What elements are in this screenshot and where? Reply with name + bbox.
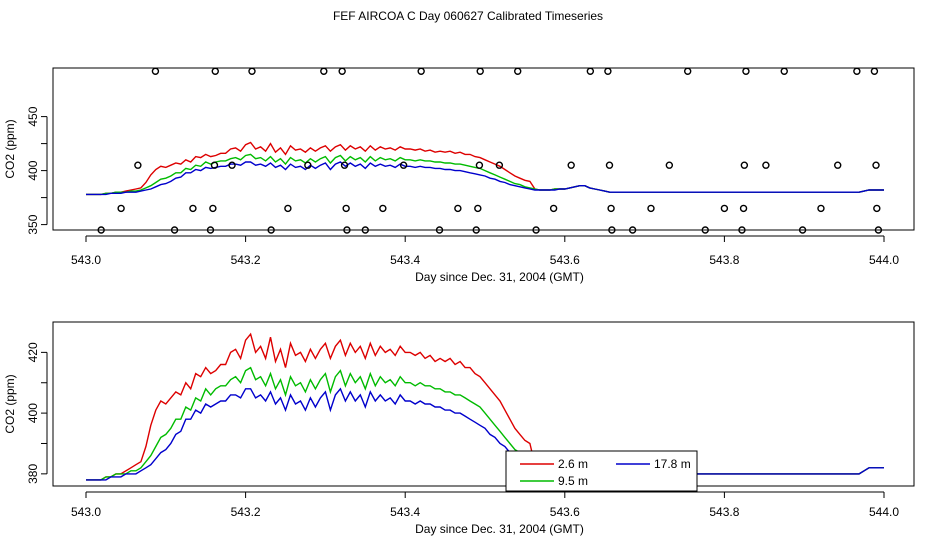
calibration-point xyxy=(248,67,256,75)
y-tick-label: 420 xyxy=(26,342,40,362)
calibration-point xyxy=(361,226,369,234)
series-group xyxy=(86,141,884,196)
calibration-point xyxy=(474,204,482,213)
calibration-point xyxy=(379,204,387,213)
calibration-point xyxy=(134,161,142,169)
calibration-point xyxy=(647,204,655,213)
calibration-point xyxy=(475,161,484,169)
series-line-17-8-m xyxy=(86,161,884,196)
calibration-point xyxy=(495,161,504,169)
calibration-point xyxy=(189,204,197,213)
calibration-point xyxy=(853,67,861,75)
calibration-point xyxy=(472,226,480,234)
calibration-point xyxy=(117,204,125,213)
calibration-point xyxy=(780,67,788,75)
calibration-point xyxy=(834,161,842,169)
calibration-point xyxy=(608,226,616,234)
x-tick-label: 543.8 xyxy=(709,253,739,267)
y-tick-label: 350 xyxy=(26,214,40,234)
calibration-point xyxy=(798,226,807,234)
calibration-point xyxy=(738,226,746,234)
y-tick-label: 400 xyxy=(26,160,40,180)
x-tick-label: 543.6 xyxy=(550,505,580,519)
calibration-point xyxy=(628,226,637,234)
legend-label: 2.6 m xyxy=(558,457,588,471)
calibration-point xyxy=(170,226,179,234)
calibration-point xyxy=(343,226,351,234)
calibration-point xyxy=(567,161,575,169)
y-axis-label: CO2 (ppm) xyxy=(3,119,17,178)
x-tick-label: 544.0 xyxy=(869,253,899,267)
calibration-point xyxy=(417,67,425,75)
calibration-point xyxy=(514,67,522,75)
y-tick-label: 400 xyxy=(26,403,40,423)
calibration-point xyxy=(399,161,408,169)
calibration-point xyxy=(605,161,614,169)
calibration-point xyxy=(435,226,444,234)
x-tick-label: 543.2 xyxy=(231,253,261,267)
x-tick-label: 543.2 xyxy=(231,505,261,519)
calibration-point xyxy=(304,161,312,169)
series-line-2-6-m xyxy=(86,332,884,481)
calibration-point xyxy=(206,226,215,234)
calibration-point xyxy=(209,204,217,213)
calibration-point xyxy=(97,226,105,234)
calibration-point xyxy=(874,226,883,234)
panel-1: 543.0 543.2 543.4 543.6 543.8 544.0 Day since … xyxy=(3,67,915,284)
series-group xyxy=(86,332,884,481)
calibration-point xyxy=(701,226,709,234)
chart-title: FEF AIRCOA C Day 060627 Calibrated Times… xyxy=(332,9,604,23)
calibration-point xyxy=(454,204,462,213)
legend-box xyxy=(505,450,698,492)
calibration-point xyxy=(740,161,749,169)
y-tick-label: 380 xyxy=(26,464,40,484)
calibration-point xyxy=(342,204,350,213)
calibration-point xyxy=(742,67,750,75)
calibration-point xyxy=(267,226,275,234)
calibration-point xyxy=(665,161,674,169)
series-line-17-8-m xyxy=(86,387,884,481)
calibration-point xyxy=(586,67,595,75)
plot-frame xyxy=(52,321,915,487)
calibration-point xyxy=(683,67,692,75)
calibration-point xyxy=(210,161,219,169)
x-tick-label: 543.4 xyxy=(390,253,420,267)
y-axis-label: CO2 (ppm) xyxy=(3,374,17,433)
calibration-point xyxy=(549,204,558,213)
series-line-9-5-m xyxy=(86,366,884,481)
legend-label: 17.8 m xyxy=(654,457,691,471)
x-axis-label: Day since Dec. 31, 2004 (GMT) xyxy=(415,270,584,284)
calibration-point xyxy=(872,161,880,169)
calibration-point xyxy=(476,67,484,75)
calibration-point xyxy=(873,204,881,213)
calibration-point xyxy=(817,204,825,213)
x-tick-label: 543.8 xyxy=(709,505,739,519)
x-tick-label: 543.0 xyxy=(71,505,101,519)
calibration-point xyxy=(228,161,236,169)
x-tick-label: 543.4 xyxy=(390,505,420,519)
calibration-point xyxy=(320,67,328,75)
calibration-point xyxy=(284,204,292,213)
panel-2: 543.0 543.2 543.4 543.6 543.8 544.0 Day since … xyxy=(3,321,915,536)
calibration-point xyxy=(151,67,160,75)
y-tick-label: 450 xyxy=(26,106,40,126)
calibration-point xyxy=(532,226,540,234)
plot-frame xyxy=(52,67,915,231)
legend-label: 9.5 m xyxy=(558,474,588,488)
calibration-point xyxy=(762,161,770,169)
calibration-point xyxy=(211,67,219,75)
calibration-point xyxy=(870,67,879,75)
x-axis-label: Day since Dec. 31, 2004 (GMT) xyxy=(415,522,584,536)
legend: 2.6 m 9.5 m 17.8 m xyxy=(505,450,698,492)
calibration-point xyxy=(338,67,346,75)
calibration-point xyxy=(739,204,748,213)
calibration-point xyxy=(607,204,615,213)
calibration-point xyxy=(720,204,729,213)
x-tick-label: 543.6 xyxy=(550,253,580,267)
calibration-point xyxy=(604,67,612,75)
x-tick-label: 543.0 xyxy=(71,253,101,267)
calibration-point xyxy=(340,161,349,169)
x-tick-label: 544.0 xyxy=(869,505,899,519)
